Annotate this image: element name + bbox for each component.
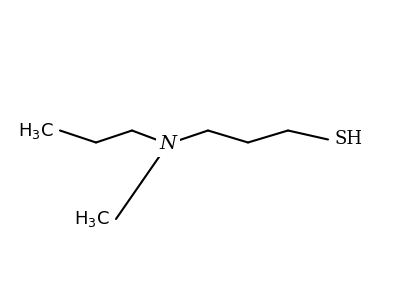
- Text: N: N: [160, 135, 176, 153]
- Text: SH: SH: [334, 130, 362, 148]
- Text: $\mathsf{H_3C}$: $\mathsf{H_3C}$: [18, 121, 54, 140]
- Text: $\mathsf{H_3C}$: $\mathsf{H_3C}$: [74, 209, 110, 229]
